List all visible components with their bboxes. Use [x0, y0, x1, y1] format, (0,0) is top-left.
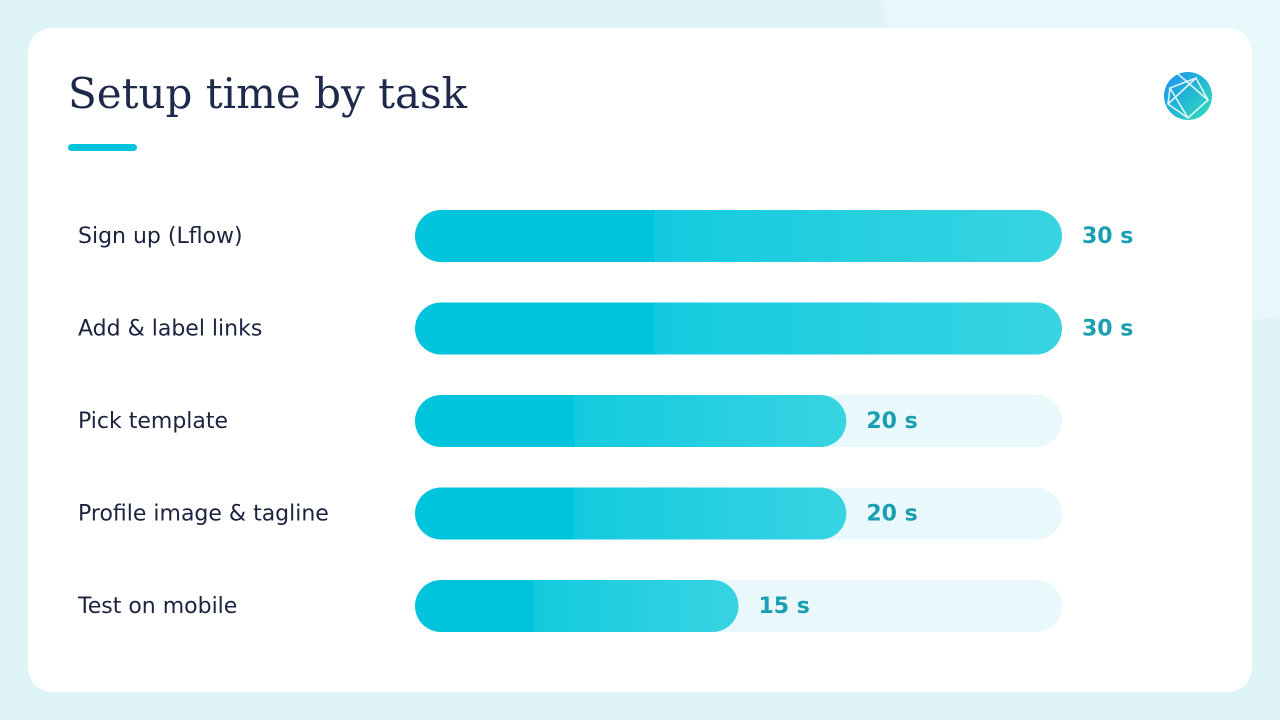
value-label: 20 s — [866, 409, 917, 434]
bar — [415, 210, 1062, 262]
value-label: 30 s — [1082, 317, 1133, 342]
title-underline — [68, 144, 137, 151]
value-label: 30 s — [1082, 224, 1133, 249]
category-label: Test on mobile — [77, 594, 237, 619]
logo-circle — [1164, 72, 1212, 120]
category-label: Profile image & tagline — [78, 502, 329, 527]
value-label: 20 s — [866, 502, 917, 527]
category-label: Pick template — [78, 409, 228, 434]
logo — [1164, 72, 1212, 120]
bar — [415, 580, 739, 632]
category-label: Sign up (Lflow) — [78, 224, 243, 249]
bar — [415, 395, 847, 447]
plot: Sign up (Lflow) 30 s Add & label links 30 s… — [77, 210, 1133, 632]
category-label: Add & label links — [78, 317, 262, 342]
logo-lines — [1167, 73, 1210, 120]
chart-title: Setup time by task — [68, 69, 468, 118]
bar — [415, 302, 1062, 355]
bar — [415, 487, 847, 540]
value-label: 15 s — [759, 594, 810, 619]
